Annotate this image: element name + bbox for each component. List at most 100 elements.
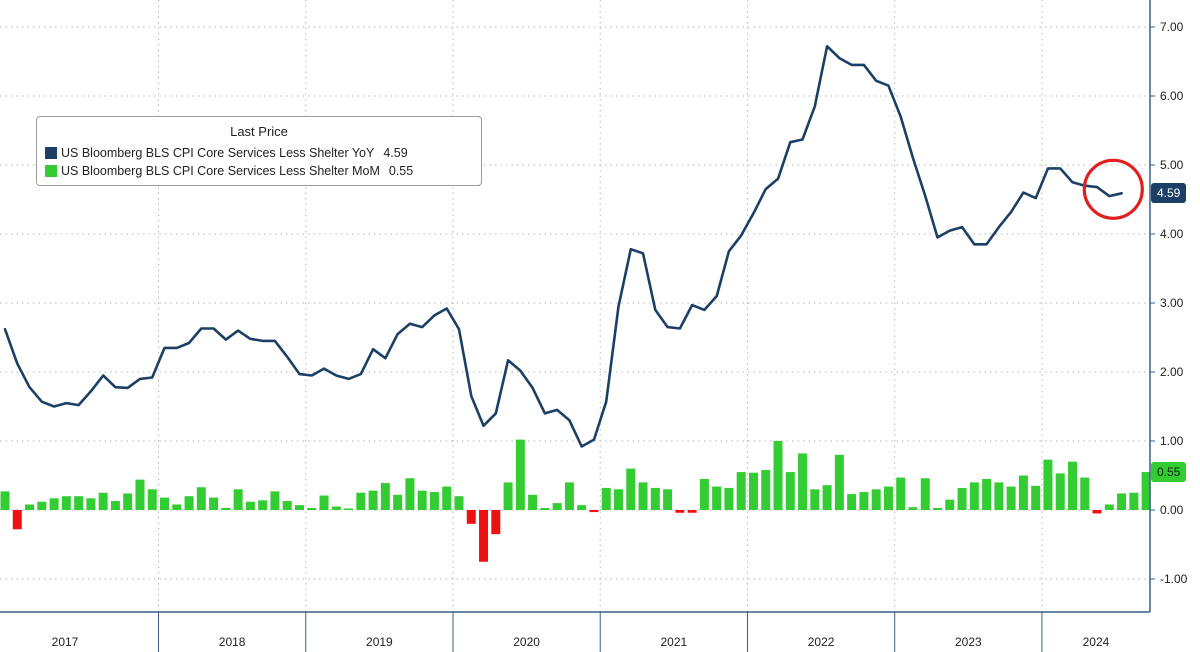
y-tick-label: 5.00	[1160, 158, 1184, 172]
yoy-last-value-badge: 4.59	[1151, 183, 1187, 204]
legend-label-yoy: US Bloomberg BLS CPI Core Services Less …	[61, 146, 375, 160]
mom-bar	[405, 478, 415, 510]
y-tick-label: 2.00	[1160, 365, 1184, 379]
yoy-series-line	[3, 45, 1123, 448]
mom-bar	[1043, 459, 1053, 510]
mom-bar	[1129, 492, 1139, 510]
mom-bar	[110, 501, 120, 510]
mom-bars	[0, 439, 1151, 562]
mom-bar	[1006, 486, 1016, 510]
mom-bar	[945, 499, 955, 510]
mom-bar	[601, 487, 611, 510]
mom-bar	[626, 468, 636, 510]
mom-bar	[147, 489, 157, 510]
mom-bar	[724, 487, 734, 510]
mom-bar	[736, 472, 746, 510]
mom-bar	[98, 492, 108, 510]
mom-bar	[37, 501, 47, 510]
mom-last-value-badge: 0.55	[1151, 462, 1187, 483]
mom-bar	[356, 492, 366, 510]
mom-bar	[822, 485, 832, 510]
legend-swatch-yoy	[45, 147, 57, 159]
mom-bar	[344, 508, 354, 510]
x-year-label: 2022	[808, 635, 835, 649]
mom-bar	[12, 510, 22, 530]
mom-bar	[466, 510, 476, 524]
mom-bar	[233, 489, 243, 510]
mom-bar	[0, 491, 10, 510]
mom-bar	[798, 453, 808, 510]
mom-bar	[393, 494, 403, 510]
mom-bar	[221, 507, 231, 510]
mom-bar	[871, 489, 881, 510]
mom-bar	[245, 501, 255, 510]
mom-bar	[883, 486, 893, 510]
y-tick-label: 0.00	[1160, 503, 1184, 517]
legend-swatch-mom	[45, 165, 57, 177]
mom-bar	[687, 510, 697, 513]
mom-bar	[209, 497, 219, 510]
mom-bar	[859, 492, 869, 510]
mom-bar	[1031, 485, 1041, 510]
mom-bar	[957, 487, 967, 510]
mom-bar	[196, 487, 206, 510]
y-tick-label: 7.00	[1160, 20, 1184, 34]
mom-bar	[712, 486, 722, 510]
mom-bar	[1067, 461, 1077, 510]
x-year-label: 2020	[513, 635, 540, 649]
mom-bar	[564, 482, 574, 510]
y-tick-label: 3.00	[1160, 296, 1184, 310]
mom-bar	[552, 503, 562, 510]
legend-value-mom: 0.55	[388, 164, 414, 178]
mom-bar	[748, 472, 758, 510]
mom-bar	[834, 454, 844, 510]
mom-bar	[994, 482, 1004, 510]
mom-bar	[160, 497, 170, 510]
mom-bar	[270, 491, 280, 510]
mom-bar	[61, 496, 71, 510]
mom-bar	[331, 506, 341, 510]
mom-bar	[1117, 493, 1127, 510]
legend: Last Price US Bloomberg BLS CPI Core Ser…	[36, 116, 482, 186]
mom-bar	[491, 510, 501, 535]
x-year-label: 2017	[52, 635, 79, 649]
mom-bar	[773, 441, 783, 510]
mom-bar	[663, 489, 673, 510]
latest-value-highlight-circle	[1082, 158, 1144, 220]
mom-bar	[135, 479, 145, 510]
axes	[0, 0, 1151, 613]
x-year-label: 2024	[1083, 635, 1110, 649]
mom-bar	[847, 494, 857, 510]
mom-bar	[933, 507, 943, 510]
mom-bar	[429, 492, 439, 510]
mom-bar	[123, 493, 133, 510]
mom-bar	[1055, 473, 1065, 510]
y-tick-label: 4.00	[1160, 227, 1184, 241]
mom-bar	[785, 472, 795, 510]
mom-bar	[920, 478, 930, 510]
mom-bar	[380, 483, 390, 510]
mom-bar	[184, 496, 194, 510]
y-tick-label: 1.00	[1160, 434, 1184, 448]
x-year-label: 2018	[219, 635, 246, 649]
y-axis-ticks: 7.00 6.00 5.00 4.00 3.00 2.00 1.00 0.00 -1.00	[1150, 20, 1188, 586]
mom-bar	[258, 500, 268, 510]
mom-bar	[675, 510, 685, 513]
y-tick-label: 6.00	[1160, 89, 1184, 103]
mom-bar	[1018, 475, 1028, 510]
mom-bar	[540, 507, 550, 510]
mom-bar	[74, 496, 84, 510]
mom-bar	[294, 505, 304, 510]
mom-bar	[638, 482, 648, 510]
x-year-label: 2021	[660, 635, 687, 649]
mom-bar	[650, 487, 660, 510]
mom-bar	[896, 477, 906, 510]
mom-bar	[1104, 504, 1114, 510]
legend-item-yoy: US Bloomberg BLS CPI Core Services Less …	[45, 146, 408, 160]
mom-bar	[86, 498, 96, 510]
mom-bar	[1092, 510, 1102, 514]
mom-bar	[761, 469, 771, 510]
mom-bar	[25, 504, 35, 510]
legend-value-yoy: 4.59	[383, 146, 408, 160]
